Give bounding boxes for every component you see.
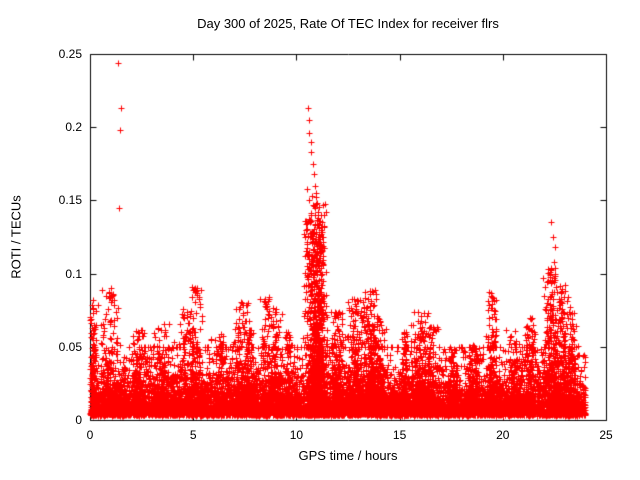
x-tick-label: 25 bbox=[599, 428, 613, 442]
chart-title: Day 300 of 2025, Rate Of TEC Index for r… bbox=[197, 16, 499, 31]
y-axis-label: ROTI / TECUs bbox=[8, 195, 24, 279]
x-tick-label: 20 bbox=[496, 428, 510, 442]
y-tick-label: 0.05 bbox=[58, 339, 82, 354]
y-tick-label: 0.25 bbox=[58, 47, 82, 61]
x-tick-label: 10 bbox=[289, 428, 304, 442]
x-tick-label: 0 bbox=[86, 428, 94, 442]
x-axis-label: GPS time / hours bbox=[298, 448, 398, 463]
y-tick-label: 0.1 bbox=[65, 266, 82, 281]
y-tick-label: 0 bbox=[75, 413, 82, 427]
x-tick-label: 5 bbox=[189, 428, 197, 442]
y-tick-label: 0.2 bbox=[65, 120, 82, 135]
y-tick-label: 0.15 bbox=[58, 193, 82, 208]
x-tick-label: 15 bbox=[392, 428, 407, 442]
